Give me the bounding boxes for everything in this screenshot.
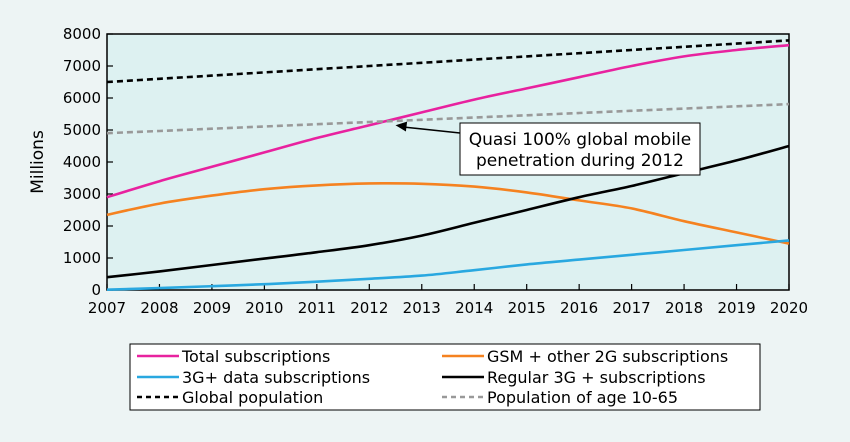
y-tick-label: 0	[91, 281, 101, 299]
y-tick-label: 4000	[63, 153, 101, 171]
y-tick-label: 1000	[63, 249, 101, 267]
legend-label-3: 3G+ data subscriptions	[182, 368, 370, 387]
x-axis: 2007 2008 2009 2010 2011 2012 2013 2014 2015 2016…	[88, 284, 808, 317]
x-tick-label: 2017	[613, 299, 651, 317]
y-tick-label: 7000	[63, 57, 101, 75]
annotation-box	[459, 122, 701, 176]
annotation-line-1: Quasi 100% global mobile	[469, 130, 691, 150]
x-tick-label: 2018	[665, 299, 703, 317]
annotation-arrowhead	[395, 121, 408, 132]
annotation-arrow	[405, 126, 461, 134]
y-axis-title: Millions	[28, 130, 48, 194]
legend-label-4: Regular 3G + subscriptions	[487, 368, 706, 387]
series-line-2	[106, 181, 790, 245]
x-tick-label: 2016	[560, 299, 598, 317]
legend-label-2: GSM + other 2G subscriptions	[487, 347, 728, 366]
x-tick-label: 2010	[245, 299, 283, 317]
y-tick-label: 3000	[63, 185, 101, 203]
legend-label-1: Total subscriptions	[181, 347, 330, 366]
y-tick-label: 8000	[63, 25, 101, 43]
series-line-6	[106, 102, 790, 135]
x-tick-label: 2012	[350, 299, 388, 317]
series-line-1	[106, 43, 790, 199]
x-tick-label: 2013	[403, 299, 441, 317]
legend-label-5: Global population	[182, 388, 323, 407]
legend-label-6: Population of age 10-65	[487, 388, 678, 407]
y-axis: 0 1000 2000 3000 4000 5000 6000 7000 8000	[63, 25, 113, 299]
x-tick-label: 2008	[140, 299, 178, 317]
annotation: Quasi 100% global mobile penetration dur…	[395, 121, 701, 176]
x-tick-label: 2020	[770, 299, 808, 317]
x-tick-label: 2011	[298, 299, 336, 317]
series-line-3	[106, 239, 790, 291]
x-tick-label: 2015	[508, 299, 546, 317]
legend: Total subscriptions GSM + other 2G subscr…	[129, 343, 761, 411]
x-tick-label: 2009	[193, 299, 231, 317]
x-tick-label: 2019	[717, 299, 755, 317]
y-tick-label: 5000	[63, 121, 101, 139]
x-tick-label: 2014	[455, 299, 493, 317]
y-tick-label: 6000	[63, 89, 101, 107]
x-tick-label: 2007	[88, 299, 126, 317]
y-tick-label: 2000	[63, 217, 101, 235]
series-line-5	[106, 39, 790, 84]
annotation-line-2: penetration during 2012	[476, 151, 684, 171]
